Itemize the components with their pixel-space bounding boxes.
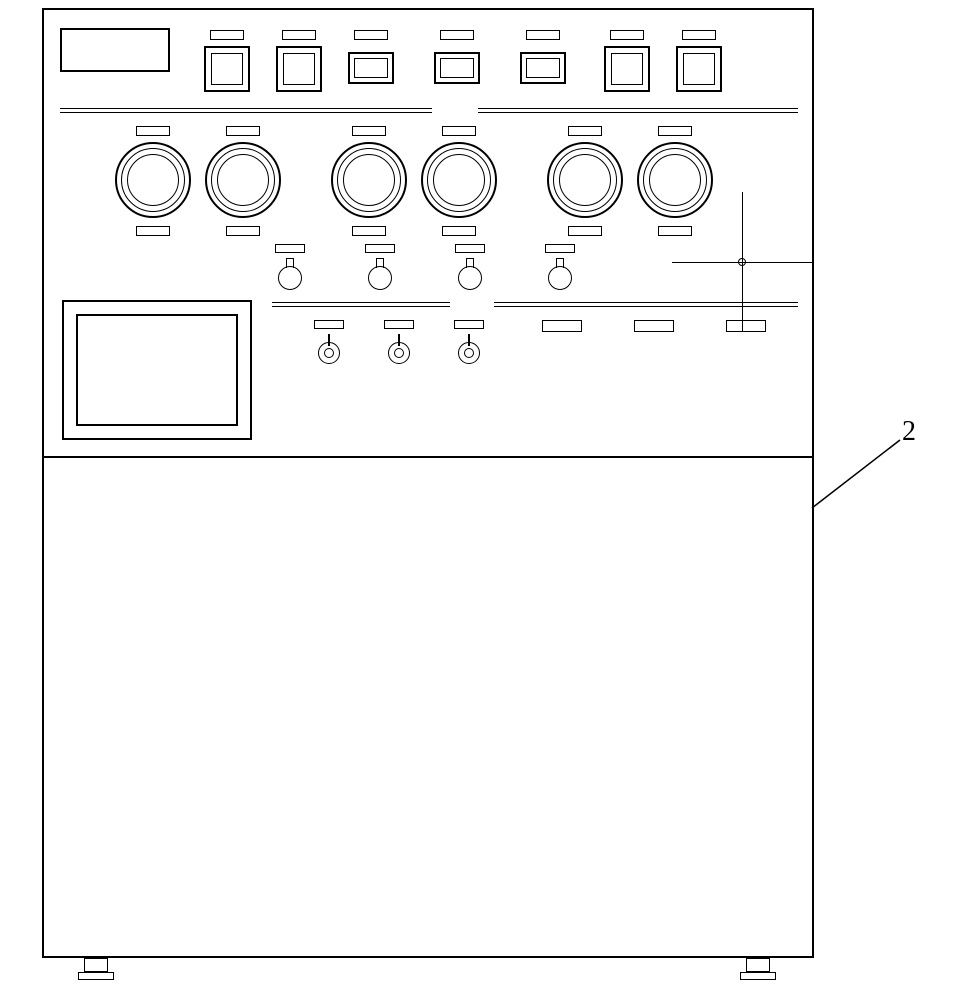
knob-label-1 — [275, 244, 305, 253]
toggle-2[interactable] — [388, 334, 410, 364]
btn-label-3 — [354, 30, 388, 40]
gauge-blabel-6 — [658, 226, 692, 236]
toggle-label-3 — [454, 320, 484, 329]
crosshair-center — [738, 258, 746, 266]
gauge-4 — [421, 142, 497, 218]
btn-label-4 — [440, 30, 474, 40]
mid-rect-3 — [726, 320, 766, 332]
gauge-2 — [205, 142, 281, 218]
knob-label-2 — [365, 244, 395, 253]
knob-label-4 — [545, 244, 575, 253]
gauge-label-1 — [136, 126, 170, 136]
divider-1-right — [478, 108, 798, 113]
btn-label-1 — [210, 30, 244, 40]
part-label-2: 2 — [902, 416, 916, 448]
divider-2-left — [272, 302, 450, 307]
gauge-label-6 — [658, 126, 692, 136]
main-display — [60, 28, 170, 72]
toggle-label-1 — [314, 320, 344, 329]
knob-3[interactable] — [458, 258, 482, 288]
button-1[interactable] — [204, 46, 250, 92]
knob-2[interactable] — [368, 258, 392, 288]
divider-1-left — [60, 108, 432, 113]
knob-1[interactable] — [278, 258, 302, 288]
button-4[interactable] — [434, 52, 480, 84]
gauge-3 — [331, 142, 407, 218]
gauge-5 — [547, 142, 623, 218]
btn-label-2 — [282, 30, 316, 40]
gauge-label-3 — [352, 126, 386, 136]
mid-rect-2 — [634, 320, 674, 332]
btn-label-5 — [526, 30, 560, 40]
knob-4[interactable] — [548, 258, 572, 288]
divider-2-right — [494, 302, 798, 307]
btn-label-7 — [682, 30, 716, 40]
gauge-label-4 — [442, 126, 476, 136]
gauge-blabel-1 — [136, 226, 170, 236]
gauge-1 — [115, 142, 191, 218]
button-7[interactable] — [676, 46, 722, 92]
gauge-blabel-2 — [226, 226, 260, 236]
toggle-1[interactable] — [318, 334, 340, 364]
toggle-label-2 — [384, 320, 414, 329]
gauge-blabel-5 — [568, 226, 602, 236]
knob-label-3 — [455, 244, 485, 253]
btn-label-6 — [610, 30, 644, 40]
gauge-blabel-3 — [352, 226, 386, 236]
gauge-label-5 — [568, 126, 602, 136]
button-2[interactable] — [276, 46, 322, 92]
mid-rect-1 — [542, 320, 582, 332]
gauge-blabel-4 — [442, 226, 476, 236]
toggle-3[interactable] — [458, 334, 480, 364]
button-3[interactable] — [348, 52, 394, 84]
button-5[interactable] — [520, 52, 566, 84]
gauge-6 — [637, 142, 713, 218]
touch-screen[interactable] — [62, 300, 252, 440]
button-6[interactable] — [604, 46, 650, 92]
gauge-label-2 — [226, 126, 260, 136]
